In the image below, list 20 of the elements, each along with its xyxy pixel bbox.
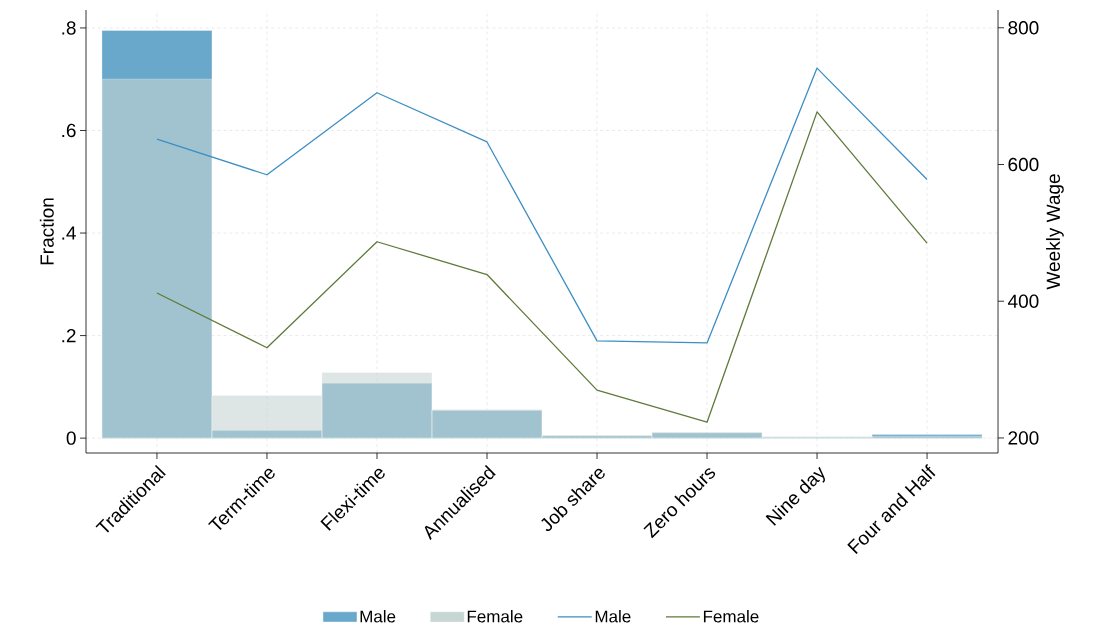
x-tick-label: Nine day (765, 466, 825, 526)
line-series (156, 67, 928, 344)
y-tick-label: .6 (62, 123, 76, 138)
y-tick-label: 0 (66, 431, 76, 445)
y-tick-label: .8 (62, 21, 76, 35)
legend-label: Male (360, 610, 396, 623)
legend-label: Female (467, 610, 523, 623)
y-tick-label: .4 (62, 226, 76, 240)
legend-label: Male (595, 610, 631, 623)
bar (321, 372, 433, 439)
y2-tick-label: 800 (1008, 21, 1039, 35)
legend-label: Female (703, 610, 759, 623)
line-series (156, 111, 928, 423)
y2-tick-label: 400 (1007, 294, 1039, 308)
y2-tick-label: 600 (1008, 157, 1039, 172)
y-tick-label: .2 (62, 328, 76, 343)
y2-axis-title: Weekly Wage (1046, 174, 1064, 290)
y2-tick-label: 200 (1008, 431, 1039, 445)
y-axis-title: Fraction (39, 198, 54, 265)
bar (211, 395, 323, 439)
